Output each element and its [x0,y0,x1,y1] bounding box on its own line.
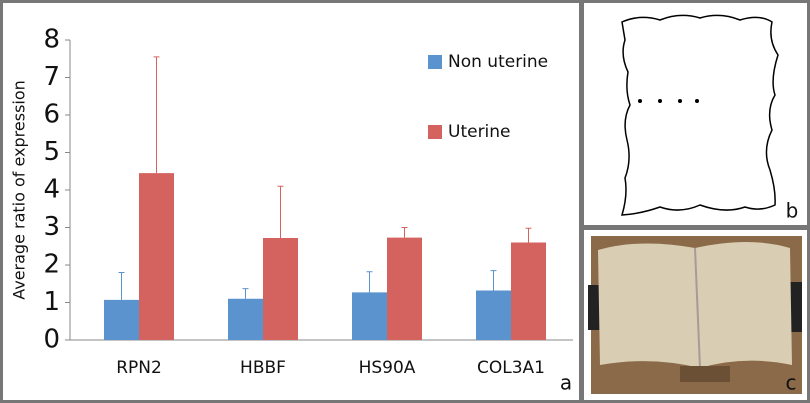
bar [263,238,298,340]
y-axis-label: Average ratio of expression [10,80,29,300]
y-tick-label: 5 [43,137,60,167]
legend-label: Uterine [448,122,511,142]
panel-label: c [786,371,797,395]
legend-swatch [428,125,442,139]
bar [228,298,263,340]
panel-label: b [786,199,799,223]
y-tick-label: 8 [43,25,60,55]
y-tick-label: 6 [43,100,60,130]
bar [476,290,511,340]
legend-swatch [428,55,442,69]
y-tick-label: 3 [43,212,60,242]
legend-label: Non uterine [448,52,548,72]
y-tick-label: 1 [43,287,60,317]
sample-dots [638,99,699,103]
bar [387,237,422,340]
outline-shape [620,14,779,216]
y-tick-label: 4 [43,175,60,205]
x-tick-label: HS90A [359,358,416,378]
panel-label: a [560,371,572,395]
bar [352,292,387,340]
y-tick-label: 2 [43,250,60,280]
bar [139,173,174,340]
photo [588,236,802,394]
x-tick-label: COL3A1 [477,358,545,378]
bar [104,299,139,340]
y-tick-label: 7 [43,62,60,92]
x-tick-label: HBBF [240,358,286,378]
x-tick-label: RPN2 [116,358,162,378]
bar [511,242,546,340]
y-tick-label: 0 [43,325,60,355]
